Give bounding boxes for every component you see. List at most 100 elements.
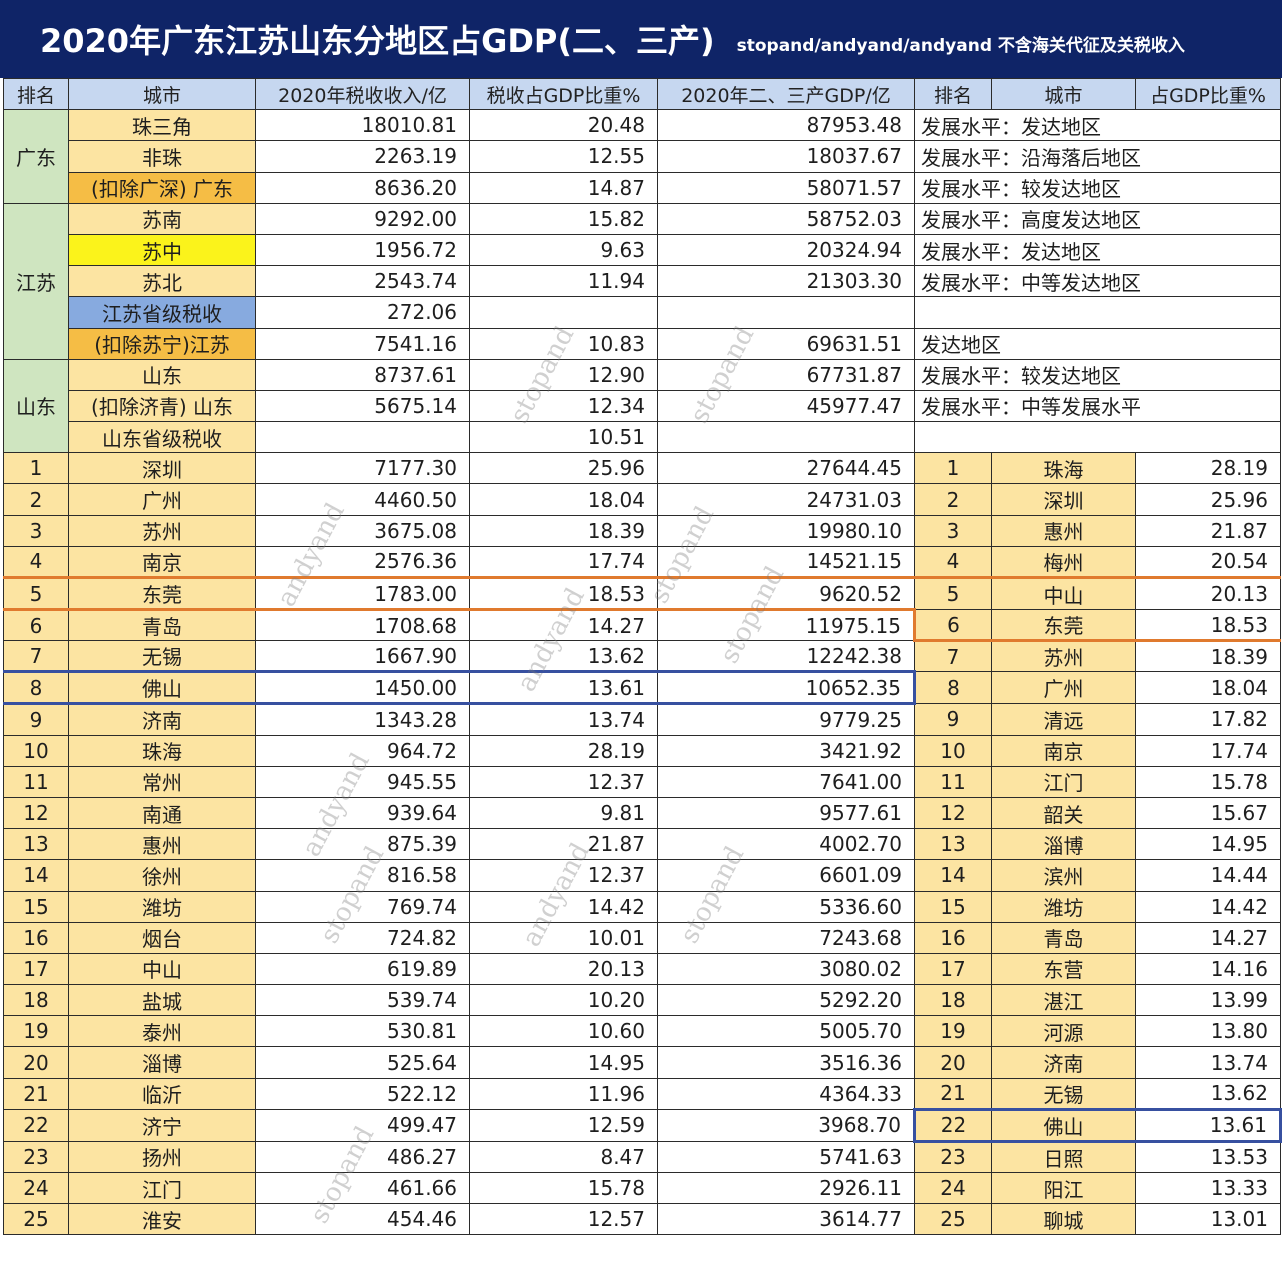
region-name[interactable]: 苏南 — [68, 202, 256, 235]
city-cell[interactable]: 淄博 — [68, 1046, 256, 1079]
rank-cell[interactable]: 5 — [3, 576, 69, 611]
city-cell[interactable]: 东莞 — [68, 576, 256, 611]
region-name[interactable]: 江苏省级税收 — [68, 296, 256, 329]
development-level[interactable] — [914, 421, 1281, 454]
gdp-value[interactable]: 19980.10 — [657, 514, 915, 547]
rank-cell[interactable]: 7 — [3, 640, 69, 673]
region-name[interactable]: 珠三角 — [68, 109, 256, 142]
ratio-value[interactable]: 10.51 — [469, 421, 658, 454]
gdp-value[interactable]: 14521.15 — [657, 545, 915, 579]
gdp-value[interactable]: 4364.33 — [657, 1077, 915, 1110]
rank-cell[interactable]: 9 — [3, 703, 69, 736]
tax-value[interactable]: 1783.00 — [255, 576, 470, 611]
gdp-value[interactable]: 27644.45 — [657, 452, 915, 485]
gdp-value[interactable] — [657, 421, 915, 454]
city-cell[interactable]: 无锡 — [68, 640, 256, 673]
right-ratio-value[interactable]: 28.19 — [1135, 452, 1281, 485]
development-level[interactable]: 发展水平：高度发达地区 — [914, 202, 1281, 235]
rank-cell[interactable]: 10 — [3, 734, 69, 767]
ratio-value[interactable]: 9.63 — [469, 233, 658, 267]
right-city-cell[interactable]: 深圳 — [991, 483, 1136, 516]
tax-value[interactable]: 1708.68 — [255, 608, 470, 642]
city-cell[interactable]: 深圳 — [68, 452, 256, 485]
tax-value[interactable]: 5675.14 — [255, 389, 470, 423]
right-ratio-value[interactable]: 13.80 — [1135, 1015, 1281, 1048]
city-cell[interactable]: 南通 — [68, 796, 256, 830]
right-city-cell[interactable]: 滨州 — [991, 859, 1136, 892]
rank-cell[interactable]: 6 — [3, 608, 69, 642]
tax-value[interactable]: 724.82 — [255, 921, 470, 954]
gdp-value[interactable]: 18037.67 — [657, 140, 915, 173]
tax-value[interactable]: 769.74 — [255, 890, 470, 923]
right-city-cell[interactable]: 无锡 — [991, 1077, 1136, 1110]
rank-cell[interactable]: 16 — [3, 921, 69, 954]
right-ratio-value[interactable]: 13.62 — [1135, 1077, 1281, 1110]
right-city-cell[interactable]: 潍坊 — [991, 890, 1136, 923]
right-ratio-value[interactable]: 18.39 — [1135, 640, 1281, 673]
ratio-value[interactable]: 18.04 — [469, 483, 658, 516]
right-city-cell[interactable]: 珠海 — [991, 452, 1136, 485]
rank-cell[interactable]: 19 — [3, 1015, 69, 1048]
right-ratio-value[interactable]: 15.78 — [1135, 765, 1281, 798]
tax-value[interactable]: 4460.50 — [255, 483, 470, 516]
right-rank-cell[interactable]: 12 — [914, 796, 992, 830]
region-name[interactable]: 山东省级税收 — [68, 421, 256, 454]
city-cell[interactable]: 江门 — [68, 1171, 256, 1205]
ratio-value[interactable]: 12.37 — [469, 859, 658, 892]
ratio-value[interactable]: 25.96 — [469, 452, 658, 485]
ratio-value[interactable]: 21.87 — [469, 828, 658, 861]
right-rank-cell[interactable]: 6 — [913, 608, 992, 643]
city-cell[interactable]: 扬州 — [68, 1140, 256, 1174]
right-rank-cell[interactable]: 13 — [914, 828, 992, 861]
ratio-value[interactable]: 18.39 — [469, 514, 658, 547]
gdp-value[interactable]: 67731.87 — [657, 358, 915, 391]
region-name[interactable]: (扣除广深) 广东 — [68, 171, 256, 204]
tax-value[interactable]: 964.72 — [255, 734, 470, 767]
rank-cell[interactable]: 8 — [3, 670, 69, 706]
gdp-value[interactable]: 2926.11 — [657, 1171, 915, 1205]
ratio-value[interactable]: 13.74 — [469, 703, 658, 736]
development-level[interactable]: 发达地区 — [914, 327, 1281, 360]
rank-cell[interactable]: 12 — [3, 796, 69, 830]
col-header-ratio-right[interactable]: 占GDP比重% — [1135, 77, 1281, 111]
right-ratio-value[interactable]: 20.13 — [1135, 576, 1281, 610]
gdp-value[interactable]: 3968.70 — [657, 1108, 915, 1142]
tax-value[interactable]: 816.58 — [255, 859, 470, 892]
region-name[interactable]: (扣除苏宁)江苏 — [68, 327, 256, 360]
city-cell[interactable]: 中山 — [68, 952, 256, 986]
rank-cell[interactable]: 3 — [3, 514, 69, 547]
right-rank-cell[interactable]: 23 — [914, 1140, 992, 1174]
right-city-cell[interactable]: 韶关 — [991, 796, 1136, 830]
city-cell[interactable]: 济宁 — [68, 1108, 256, 1142]
gdp-value[interactable]: 69631.51 — [657, 327, 915, 360]
right-rank-cell[interactable]: 11 — [914, 765, 992, 798]
rank-cell[interactable]: 11 — [3, 765, 69, 798]
rank-cell[interactable]: 24 — [3, 1171, 69, 1205]
right-rank-cell[interactable]: 18 — [914, 984, 992, 1017]
right-city-cell[interactable]: 阳江 — [991, 1171, 1136, 1205]
rank-cell[interactable]: 4 — [3, 545, 69, 579]
gdp-value[interactable]: 3421.92 — [657, 734, 915, 767]
development-level[interactable] — [914, 296, 1281, 329]
ratio-value[interactable]: 8.47 — [469, 1140, 658, 1174]
city-cell[interactable]: 佛山 — [68, 670, 256, 706]
rank-cell[interactable]: 22 — [3, 1108, 69, 1142]
tax-value[interactable]: 1667.90 — [255, 640, 470, 673]
city-cell[interactable]: 珠海 — [68, 734, 256, 767]
region-name[interactable]: 苏中 — [68, 233, 256, 267]
city-cell[interactable]: 淮安 — [68, 1203, 256, 1236]
tax-value[interactable]: 875.39 — [255, 828, 470, 861]
city-cell[interactable]: 常州 — [68, 765, 256, 798]
gdp-value[interactable]: 10652.35 — [657, 670, 916, 706]
ratio-value[interactable]: 9.81 — [469, 796, 658, 830]
right-ratio-value[interactable]: 18.53 — [1135, 608, 1281, 643]
right-rank-cell[interactable]: 20 — [914, 1046, 992, 1079]
tax-value[interactable]: 8636.20 — [255, 171, 470, 204]
tax-value[interactable]: 3675.08 — [255, 514, 470, 547]
right-ratio-value[interactable]: 21.87 — [1135, 514, 1281, 547]
development-level[interactable]: 发展水平：沿海落后地区 — [914, 140, 1281, 173]
right-city-cell[interactable]: 河源 — [991, 1015, 1136, 1048]
right-city-cell[interactable]: 济南 — [991, 1046, 1136, 1079]
col-header-rank-right[interactable]: 排名 — [914, 77, 992, 111]
col-header-city-right[interactable]: 城市 — [991, 77, 1136, 111]
